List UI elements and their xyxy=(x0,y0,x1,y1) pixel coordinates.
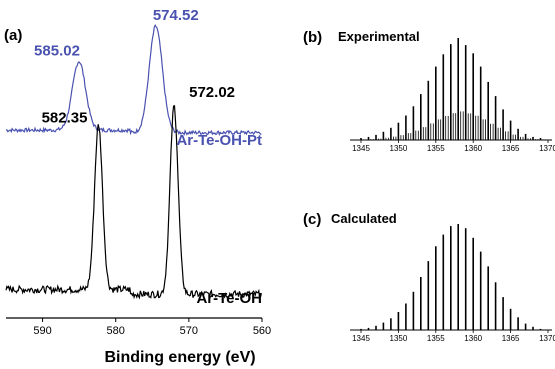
panel-b-x-tick-label: 1355 xyxy=(427,144,445,153)
panel-a-peak-label: 582.35 xyxy=(42,110,88,127)
panel-a-peak-label: 572.02 xyxy=(189,84,235,101)
panel-a-series xyxy=(5,24,262,300)
panel-c-isotope-bars: 1345 1350 1355 1360 1365 1370 xyxy=(350,224,555,343)
panel-a-x-tick-label: 590 xyxy=(33,325,51,337)
panel-a-peak-label: 585.02 xyxy=(34,42,80,59)
panel-a-peak-labels: 585.02 574.52 582.35 572.02 xyxy=(34,7,235,127)
panel-c-x-tick-label: 1365 xyxy=(502,334,520,343)
panel-b-x-tick-label: 1350 xyxy=(390,144,408,153)
panel-b-x-tick-label: 1365 xyxy=(502,144,520,153)
panel-c-calculated: (c) Calculated 1345 1350 1355 1360 1365 1370 xyxy=(303,211,555,343)
panel-a-series-line-0 xyxy=(5,24,262,137)
panel-a-x-tick-label: 560 xyxy=(253,325,271,337)
panel-a-x-tick-label: 570 xyxy=(180,325,198,337)
panel-c-label: (c) xyxy=(303,211,321,228)
panel-a-series-line-1 xyxy=(5,104,262,300)
panel-a-x-axis-title: Binding energy (eV) xyxy=(104,349,255,366)
panel-c-title: Calculated xyxy=(331,211,397,226)
panel-a-peak-label: 574.52 xyxy=(153,7,199,24)
panel-a-series-label: Ar-Te-OH-Pt xyxy=(176,132,262,149)
panel-b-x-tick-label: 1345 xyxy=(352,144,370,153)
panel-a-series-labels: Ar-Te-OH-Pt Ar-Te-OH xyxy=(176,132,262,307)
panel-a-xps-spectra: (a) 590 580 570 560 585.02 574.52 582.35 572.0… xyxy=(4,7,271,366)
panel-b-label: (b) xyxy=(303,29,322,46)
panel-b-x-tick-label: 1370 xyxy=(539,144,555,153)
panel-c-x-tick-label: 1355 xyxy=(427,334,445,343)
panel-c-x-tick-label: 1345 xyxy=(352,334,370,343)
panel-b-experimental: (b) Experimental 1345 1350 1355 1360 1365 137… xyxy=(303,29,555,153)
panel-a-x-axis: 590 580 570 560 xyxy=(6,317,271,337)
panel-a-series-label: Ar-Te-OH xyxy=(196,290,262,307)
panel-c-x-tick-label: 1370 xyxy=(539,334,555,343)
panel-a-label: (a) xyxy=(4,27,22,44)
panel-a-x-tick-label: 580 xyxy=(107,325,125,337)
panel-b-title: Experimental xyxy=(338,29,420,44)
panel-c-x-tick-label: 1350 xyxy=(390,334,408,343)
panel-b-isotope-bars: 1345 1350 1355 1360 1365 1370 xyxy=(350,38,555,153)
panel-c-x-tick-label: 1360 xyxy=(464,334,482,343)
panel-b-x-tick-label: 1360 xyxy=(464,144,482,153)
